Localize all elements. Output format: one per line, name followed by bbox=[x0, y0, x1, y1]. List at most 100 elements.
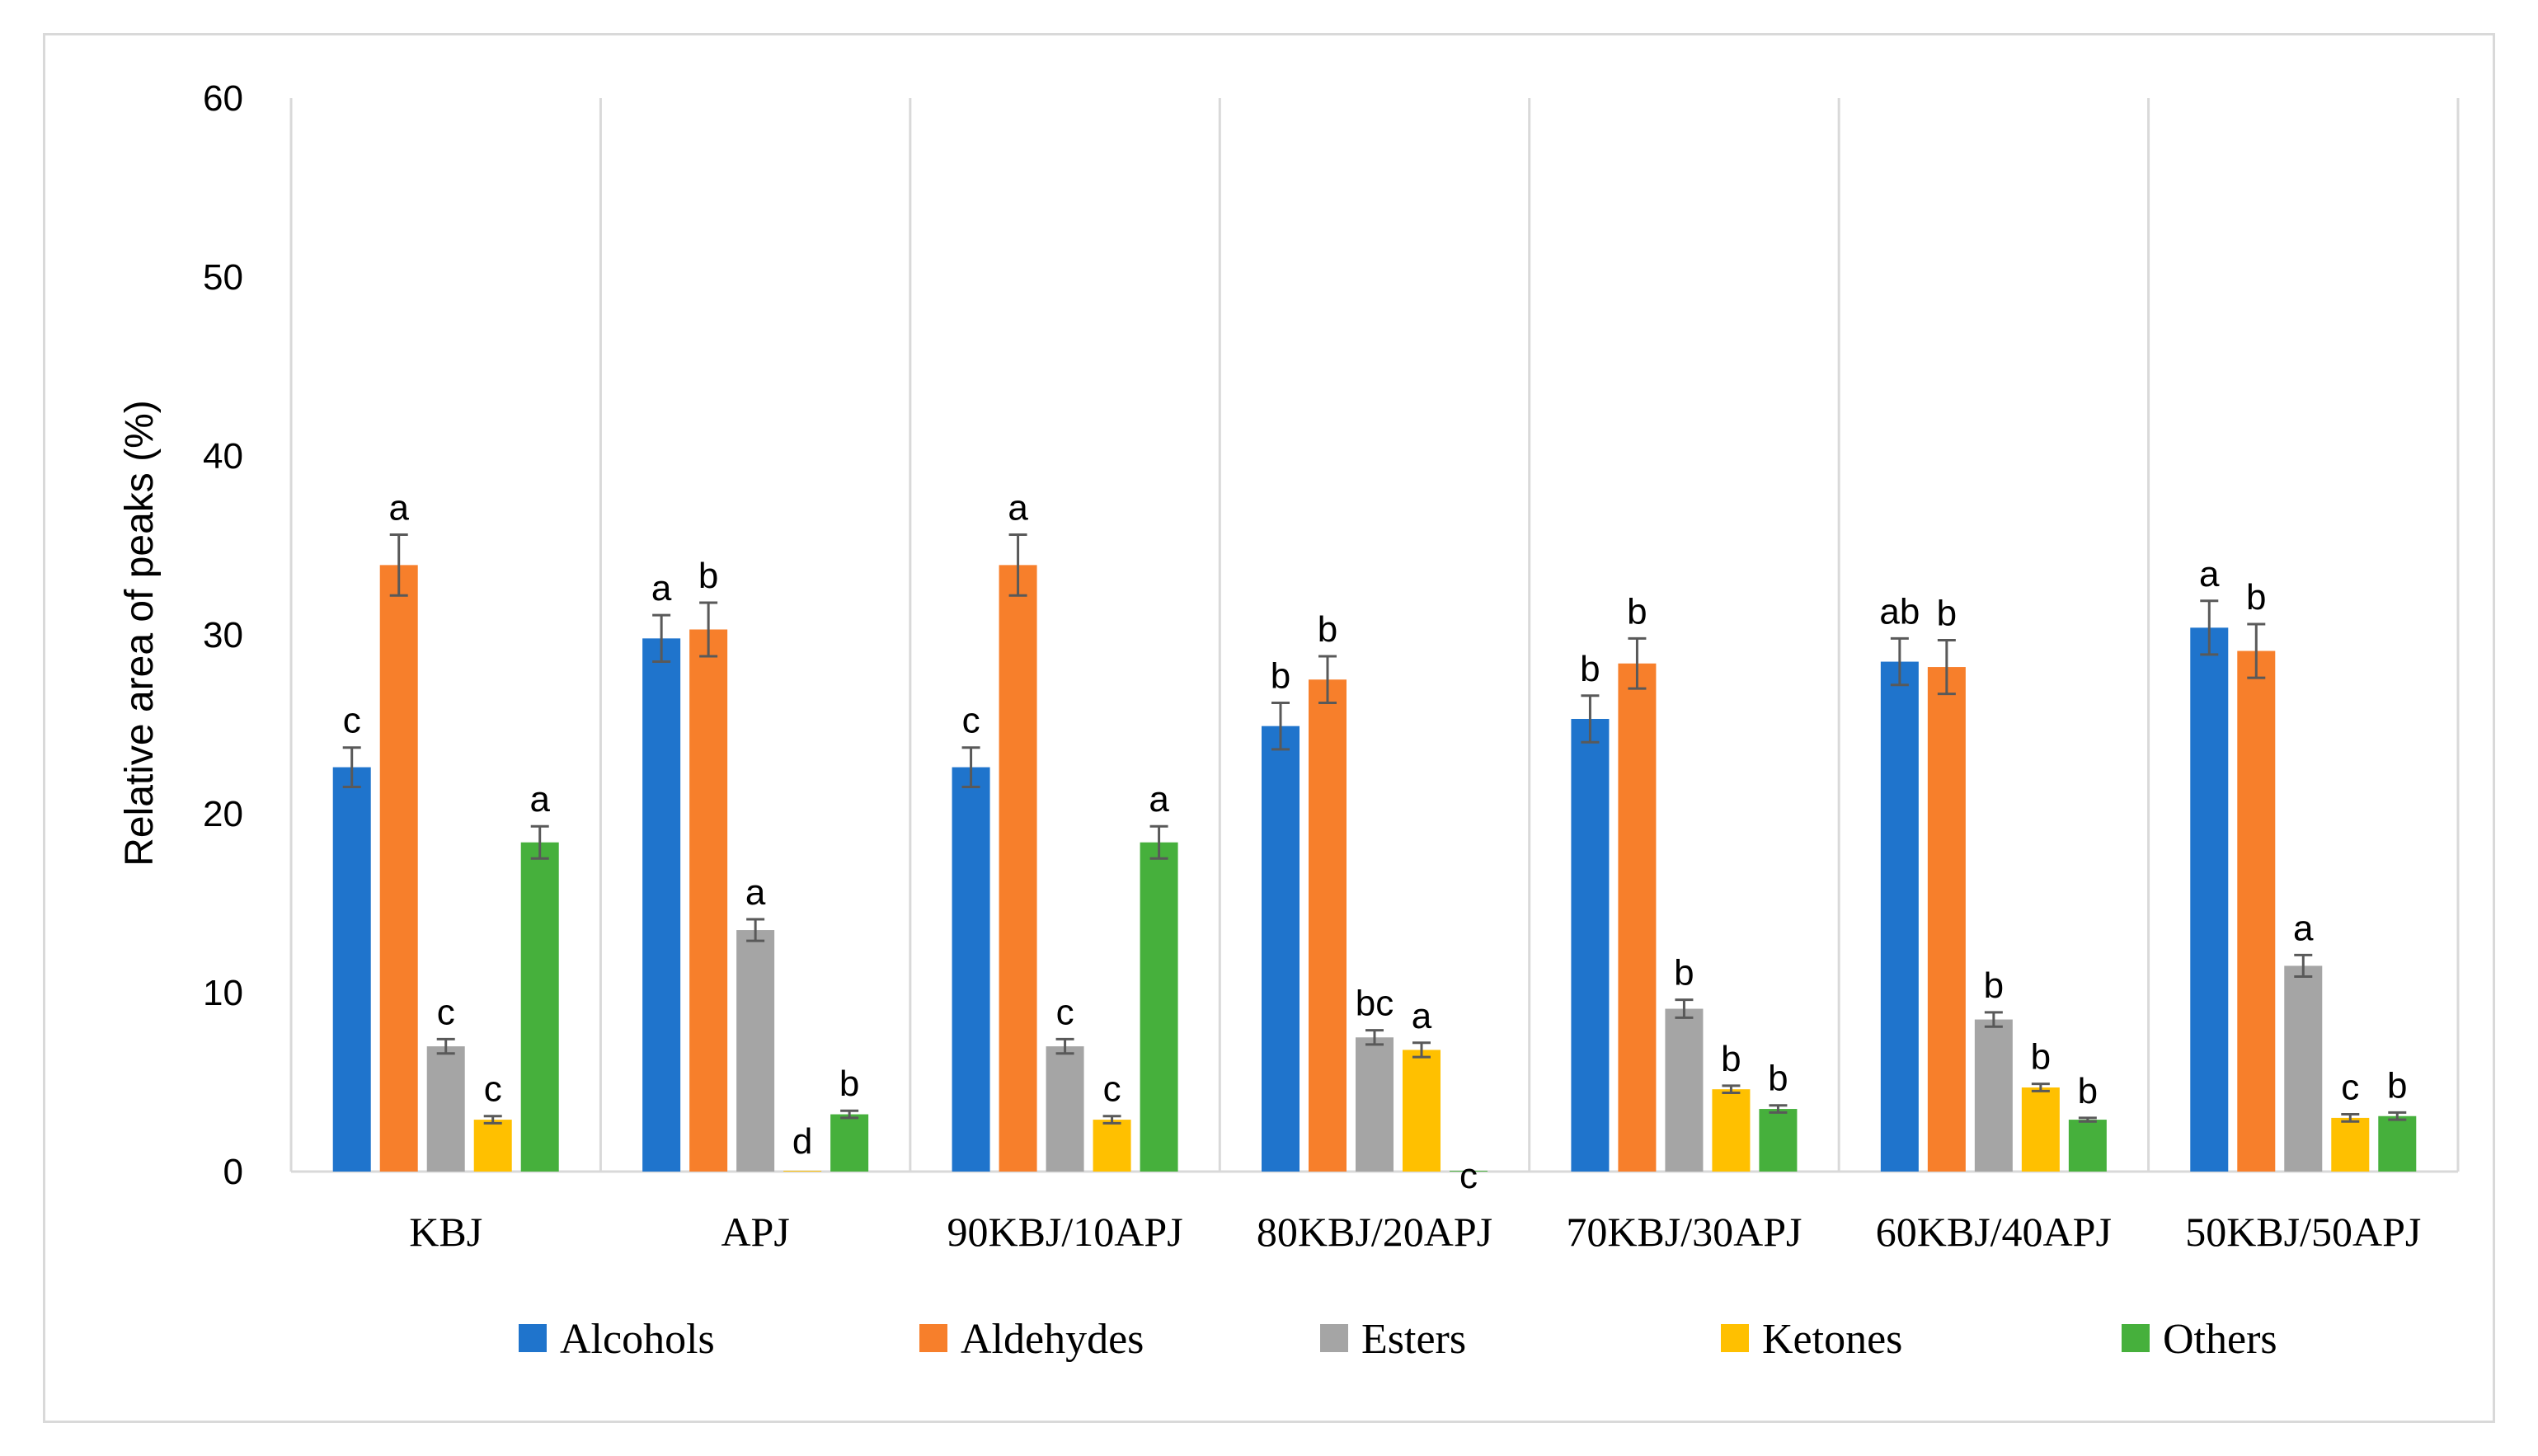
bar-others bbox=[1140, 842, 1178, 1172]
chart-frame: 0 10 20 30 40 50 60 c a c c a a b a d b c a c c a b b bc a c b b b b b… bbox=[43, 33, 2495, 1423]
legend-swatch bbox=[919, 1324, 947, 1352]
bar-alcohols bbox=[952, 767, 990, 1172]
bar-ketones bbox=[1403, 1050, 1441, 1172]
y-axis-title: Relative area of peaks (%) bbox=[118, 400, 162, 867]
significance-label: a bbox=[1149, 779, 1169, 820]
bar-aldehydes bbox=[1309, 679, 1347, 1172]
legend-label: Ketones bbox=[1762, 1316, 1902, 1363]
legend-label: Aldehydes bbox=[961, 1316, 1144, 1363]
bar-alcohols bbox=[1262, 726, 1300, 1172]
bar-aldehydes bbox=[2237, 651, 2276, 1172]
significance-label: b bbox=[1937, 594, 1957, 634]
significance-label: a bbox=[1008, 487, 1028, 528]
legend-item-aldehydes: Aldehydes bbox=[919, 1316, 1144, 1363]
significance-label: bc bbox=[1356, 984, 1394, 1024]
category-label: APJ bbox=[721, 1209, 789, 1255]
significance-label: b bbox=[1674, 953, 1694, 993]
bar-alcohols bbox=[642, 638, 681, 1172]
category-label: 90KBJ/10APJ bbox=[947, 1209, 1182, 1255]
significance-label: d bbox=[792, 1121, 812, 1162]
bar-others bbox=[830, 1114, 869, 1172]
bar-others bbox=[1450, 1171, 1488, 1172]
legend: Alcohols Aldehydes Esters Ketones Others bbox=[519, 1316, 2277, 1363]
legend-item-ketones: Ketones bbox=[1721, 1316, 1902, 1363]
y-tick-label: 20 bbox=[203, 794, 243, 834]
y-tick-label: 50 bbox=[203, 257, 243, 298]
significance-label: b bbox=[1721, 1039, 1741, 1079]
significance-label: c bbox=[343, 701, 361, 741]
significance-label: b bbox=[1984, 965, 2004, 1006]
significance-label: c bbox=[962, 701, 980, 741]
bar-ketones bbox=[2331, 1117, 2370, 1172]
significance-label: c bbox=[1056, 992, 1074, 1032]
bar-others bbox=[1759, 1109, 1798, 1172]
bar-esters bbox=[1046, 1046, 1084, 1172]
significance-label: b bbox=[839, 1064, 859, 1104]
legend-swatch bbox=[1721, 1324, 1749, 1352]
bar-ketones bbox=[473, 1120, 512, 1172]
significance-label: ab bbox=[1879, 591, 1920, 632]
bars bbox=[332, 565, 2417, 1172]
bar-esters bbox=[1974, 1019, 2013, 1172]
significance-label: b bbox=[1627, 591, 1647, 632]
legend-swatch bbox=[519, 1324, 547, 1352]
significance-label: b bbox=[1271, 655, 1290, 696]
significance-label: c bbox=[484, 1069, 502, 1110]
significance-label: b bbox=[2078, 1071, 2098, 1111]
significance-label: a bbox=[2199, 554, 2220, 594]
category-label: 80KBJ/20APJ bbox=[1257, 1209, 1492, 1255]
significance-label: a bbox=[745, 872, 766, 913]
bar-alcohols bbox=[332, 767, 371, 1172]
significance-label: b bbox=[2387, 1065, 2407, 1106]
significance-label: a bbox=[529, 779, 550, 820]
legend-swatch bbox=[2122, 1324, 2150, 1352]
bar-alcohols bbox=[1880, 661, 1919, 1172]
gridlines bbox=[289, 98, 2460, 1172]
legend-item-esters: Esters bbox=[1320, 1316, 1466, 1363]
legend-item-others: Others bbox=[2122, 1316, 2277, 1363]
significance-label: b bbox=[1318, 609, 1337, 650]
significance-label: b bbox=[1768, 1059, 1788, 1099]
significance-label: c bbox=[437, 992, 455, 1032]
bar-alcohols bbox=[2190, 627, 2229, 1172]
bar-ketones bbox=[2021, 1087, 2060, 1172]
significance-label: c bbox=[2341, 1068, 2359, 1108]
bar-alcohols bbox=[1571, 718, 1610, 1172]
significance-label: b bbox=[1580, 649, 1600, 689]
legend-swatch bbox=[1320, 1324, 1348, 1352]
bar-aldehydes bbox=[689, 629, 728, 1172]
bar-aldehydes bbox=[999, 565, 1037, 1172]
significance-label: c bbox=[1103, 1069, 1121, 1110]
legend-label: Esters bbox=[1361, 1316, 1466, 1363]
bar-esters bbox=[1356, 1037, 1394, 1172]
significance-label: b bbox=[2031, 1037, 2051, 1078]
significance-label: b bbox=[698, 556, 718, 596]
significance-label: a bbox=[1412, 996, 1432, 1036]
bar-others bbox=[520, 842, 559, 1172]
bar-esters bbox=[1665, 1008, 1704, 1172]
legend-label: Alcohols bbox=[560, 1316, 715, 1363]
y-tick-label: 0 bbox=[223, 1152, 243, 1192]
category-label: KBJ bbox=[409, 1209, 482, 1255]
significance-label: b bbox=[2246, 577, 2266, 618]
bar-ketones bbox=[783, 1171, 822, 1172]
bar-others bbox=[2068, 1120, 2107, 1172]
category-label: 70KBJ/30APJ bbox=[1566, 1209, 1802, 1255]
bar-aldehydes bbox=[1927, 667, 1966, 1172]
error-bars bbox=[342, 533, 2407, 1125]
significance-label: a bbox=[2293, 908, 2314, 948]
significance-label: a bbox=[388, 487, 409, 528]
bar-esters bbox=[426, 1046, 465, 1172]
bar-esters bbox=[736, 930, 775, 1172]
bar-ketones bbox=[1712, 1089, 1751, 1172]
bar-ketones bbox=[1093, 1120, 1131, 1172]
bar-esters bbox=[2284, 965, 2323, 1172]
category-label: 50KBJ/50APJ bbox=[2185, 1209, 2421, 1255]
y-tick-label: 30 bbox=[203, 615, 243, 655]
category-label: 60KBJ/40APJ bbox=[1876, 1209, 2112, 1255]
y-tick-label: 10 bbox=[203, 973, 243, 1013]
bar-aldehydes bbox=[1618, 663, 1657, 1172]
y-tick-label: 60 bbox=[203, 78, 243, 119]
